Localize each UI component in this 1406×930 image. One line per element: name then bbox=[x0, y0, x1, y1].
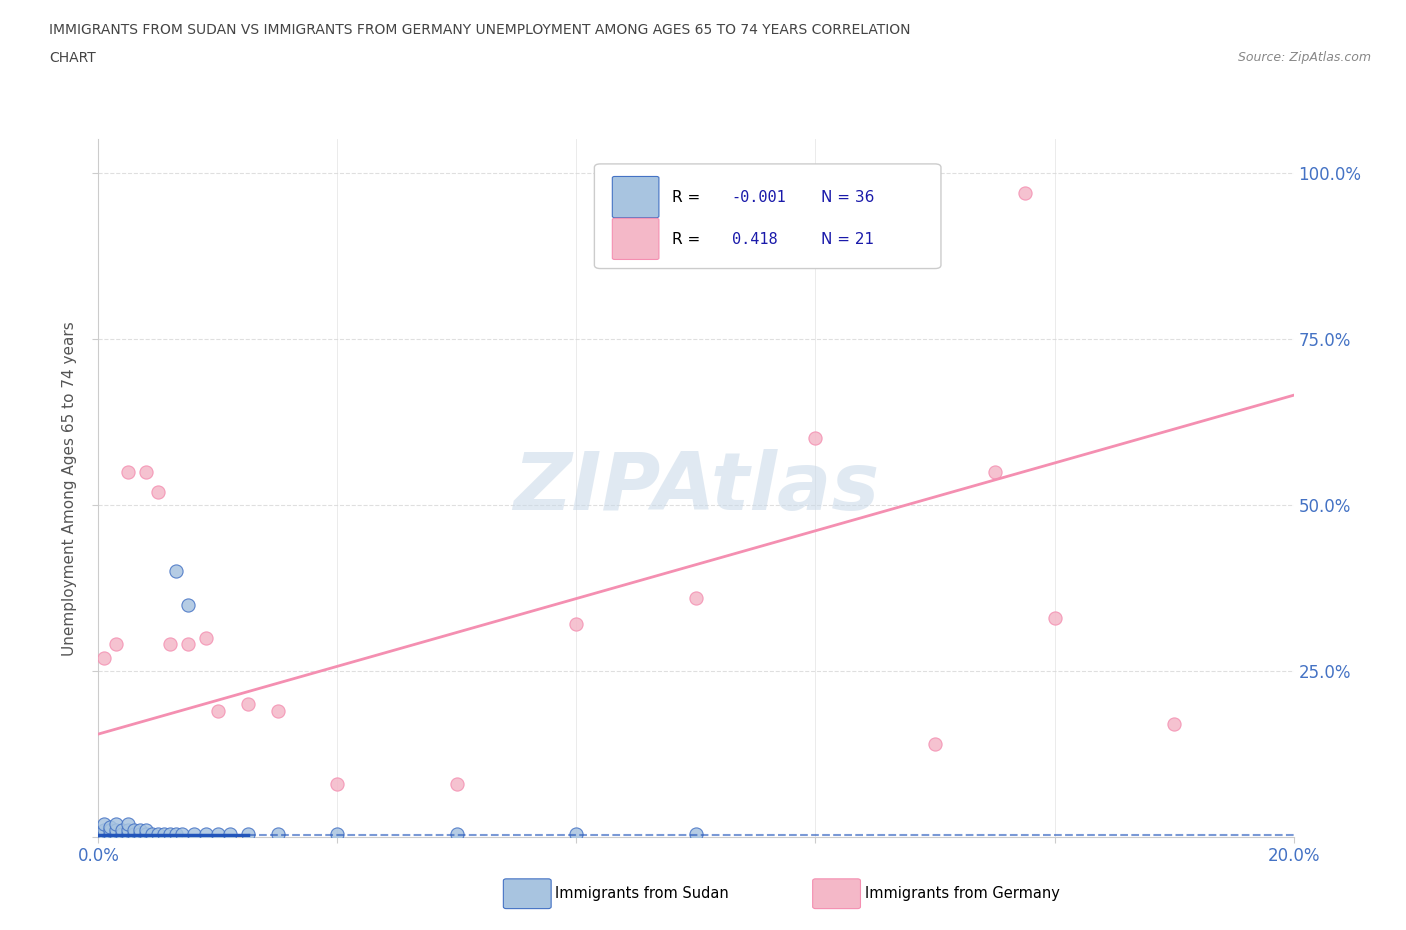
Point bbox=[236, 826, 259, 841]
Point bbox=[1014, 185, 1036, 200]
Text: N = 36: N = 36 bbox=[821, 190, 875, 205]
Point bbox=[111, 826, 134, 841]
Point bbox=[195, 631, 218, 645]
Point bbox=[105, 823, 128, 838]
Point bbox=[93, 826, 115, 841]
Point bbox=[124, 826, 146, 841]
FancyBboxPatch shape bbox=[613, 177, 659, 218]
Point bbox=[565, 617, 588, 631]
Point bbox=[159, 826, 181, 841]
Text: N = 21: N = 21 bbox=[821, 232, 875, 246]
Point bbox=[100, 826, 122, 841]
Point bbox=[177, 597, 200, 612]
Point bbox=[124, 823, 146, 838]
Point bbox=[326, 777, 349, 791]
Text: IMMIGRANTS FROM SUDAN VS IMMIGRANTS FROM GERMANY UNEMPLOYMENT AMONG AGES 65 TO 7: IMMIGRANTS FROM SUDAN VS IMMIGRANTS FROM… bbox=[49, 23, 911, 37]
Point bbox=[183, 826, 205, 841]
Point bbox=[129, 826, 152, 841]
Point bbox=[105, 826, 128, 841]
Point bbox=[446, 777, 468, 791]
Point bbox=[685, 591, 707, 605]
Point bbox=[1163, 717, 1185, 732]
Point bbox=[165, 564, 187, 578]
Point bbox=[111, 823, 134, 838]
Point bbox=[326, 826, 349, 841]
Point bbox=[172, 826, 194, 841]
Point bbox=[100, 823, 122, 838]
Point bbox=[135, 464, 157, 479]
Text: R =: R = bbox=[672, 190, 706, 205]
Point bbox=[267, 826, 290, 841]
FancyBboxPatch shape bbox=[595, 164, 941, 269]
Point bbox=[93, 817, 115, 831]
Point bbox=[446, 826, 468, 841]
Point bbox=[565, 826, 588, 841]
Point bbox=[924, 737, 946, 751]
Point bbox=[207, 826, 229, 841]
Point bbox=[117, 823, 139, 838]
Point bbox=[159, 637, 181, 652]
FancyBboxPatch shape bbox=[613, 219, 659, 259]
Point bbox=[1043, 610, 1066, 625]
Point bbox=[165, 826, 187, 841]
Point bbox=[135, 826, 157, 841]
Point bbox=[105, 637, 128, 652]
Point bbox=[117, 817, 139, 831]
Text: CHART: CHART bbox=[49, 51, 96, 65]
Text: Source: ZipAtlas.com: Source: ZipAtlas.com bbox=[1237, 51, 1371, 64]
Text: R =: R = bbox=[672, 232, 710, 246]
Point bbox=[141, 826, 163, 841]
Text: ZIPAtlas: ZIPAtlas bbox=[513, 449, 879, 527]
Text: Immigrants from Sudan: Immigrants from Sudan bbox=[555, 886, 730, 901]
Point bbox=[148, 485, 170, 499]
Point bbox=[804, 431, 827, 445]
Text: -0.001: -0.001 bbox=[733, 190, 786, 205]
Point bbox=[105, 817, 128, 831]
Point bbox=[195, 826, 218, 841]
Point bbox=[153, 826, 176, 841]
Point bbox=[267, 703, 290, 718]
Point bbox=[117, 826, 139, 841]
Point bbox=[685, 826, 707, 841]
Point bbox=[117, 464, 139, 479]
Text: Immigrants from Germany: Immigrants from Germany bbox=[865, 886, 1060, 901]
Point bbox=[148, 826, 170, 841]
Point bbox=[207, 703, 229, 718]
Point bbox=[93, 823, 115, 838]
Point bbox=[100, 819, 122, 834]
Point bbox=[236, 697, 259, 711]
Point bbox=[93, 650, 115, 665]
Point bbox=[984, 464, 1007, 479]
Point bbox=[177, 637, 200, 652]
Point bbox=[135, 823, 157, 838]
Point bbox=[219, 826, 242, 841]
Point bbox=[129, 823, 152, 838]
Y-axis label: Unemployment Among Ages 65 to 74 years: Unemployment Among Ages 65 to 74 years bbox=[62, 321, 77, 656]
Text: 0.418: 0.418 bbox=[733, 232, 778, 246]
